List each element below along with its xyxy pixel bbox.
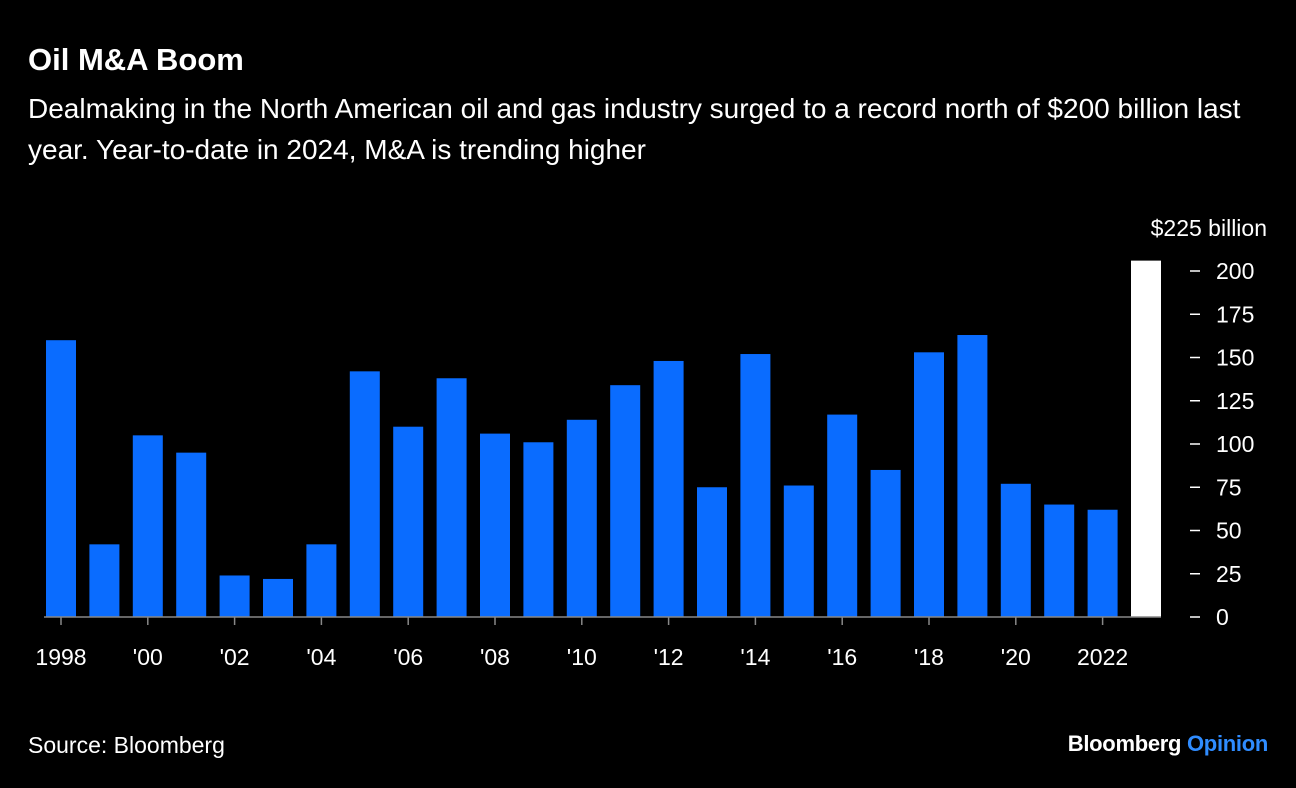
x-tick-label: '00 <box>133 644 163 670</box>
bar-2020 <box>1000 483 1031 617</box>
bar-2004 <box>306 544 337 617</box>
bloomberg-opinion-logo: Bloomberg Opinion <box>1067 731 1269 756</box>
x-tick-label: '18 <box>914 644 944 670</box>
source-note: Source: Bloomberg <box>28 732 225 758</box>
bar-2016 <box>827 414 858 617</box>
y-tick-label: 50 <box>1216 518 1242 544</box>
bar-2002 <box>219 575 250 617</box>
bar-2011 <box>610 385 641 617</box>
x-tick-label: '04 <box>306 644 336 670</box>
x-tick-label: 1998 <box>35 644 86 670</box>
bar-2005 <box>349 371 380 617</box>
y-axis-unit-label: $225 billion <box>1151 215 1267 241</box>
x-tick-label: 2022 <box>1077 644 1128 670</box>
bar-2021 <box>1044 504 1075 617</box>
bar-2015 <box>783 485 814 617</box>
bar-2000 <box>132 435 163 617</box>
bar-2019 <box>957 335 988 617</box>
x-tick-label: '10 <box>567 644 597 670</box>
y-tick-label: 125 <box>1216 388 1254 414</box>
x-tick-label: '08 <box>480 644 510 670</box>
y-tick-label: 100 <box>1216 431 1254 457</box>
chart-title: Oil M&A Boom <box>28 42 244 77</box>
y-tick-label: 25 <box>1216 561 1242 587</box>
bar-2007 <box>436 378 467 617</box>
y-tick-label: 0 <box>1216 604 1229 630</box>
x-tick-label: '16 <box>827 644 857 670</box>
y-tick-label: 75 <box>1216 474 1242 500</box>
bar-2001 <box>176 452 207 617</box>
bar-2010 <box>566 419 597 617</box>
bar-2006 <box>393 426 424 617</box>
x-tick-label: '02 <box>220 644 250 670</box>
y-tick-label: 175 <box>1216 301 1254 327</box>
bar-2012 <box>653 360 684 617</box>
y-tick-label: 150 <box>1216 345 1254 371</box>
bar-1998 <box>46 340 76 617</box>
bar-2014 <box>740 354 771 617</box>
bar-2009 <box>523 442 554 617</box>
bar-1999 <box>89 544 120 617</box>
bar-2008 <box>480 433 510 617</box>
chart-subtitle: Dealmaking in the North American oil and… <box>28 93 1241 165</box>
x-tick-label: '06 <box>393 644 423 670</box>
x-tick-label: '20 <box>1001 644 1031 670</box>
x-tick-label: '12 <box>654 644 684 670</box>
bar-2003 <box>263 578 293 617</box>
bar-2022 <box>1087 509 1118 617</box>
y-tick-label: 200 <box>1216 258 1254 284</box>
bar-2018 <box>914 352 944 617</box>
bar-2013 <box>697 487 727 617</box>
bar-2023 <box>1131 260 1161 617</box>
x-tick-label: '14 <box>740 644 770 670</box>
bar-2017 <box>870 469 901 617</box>
